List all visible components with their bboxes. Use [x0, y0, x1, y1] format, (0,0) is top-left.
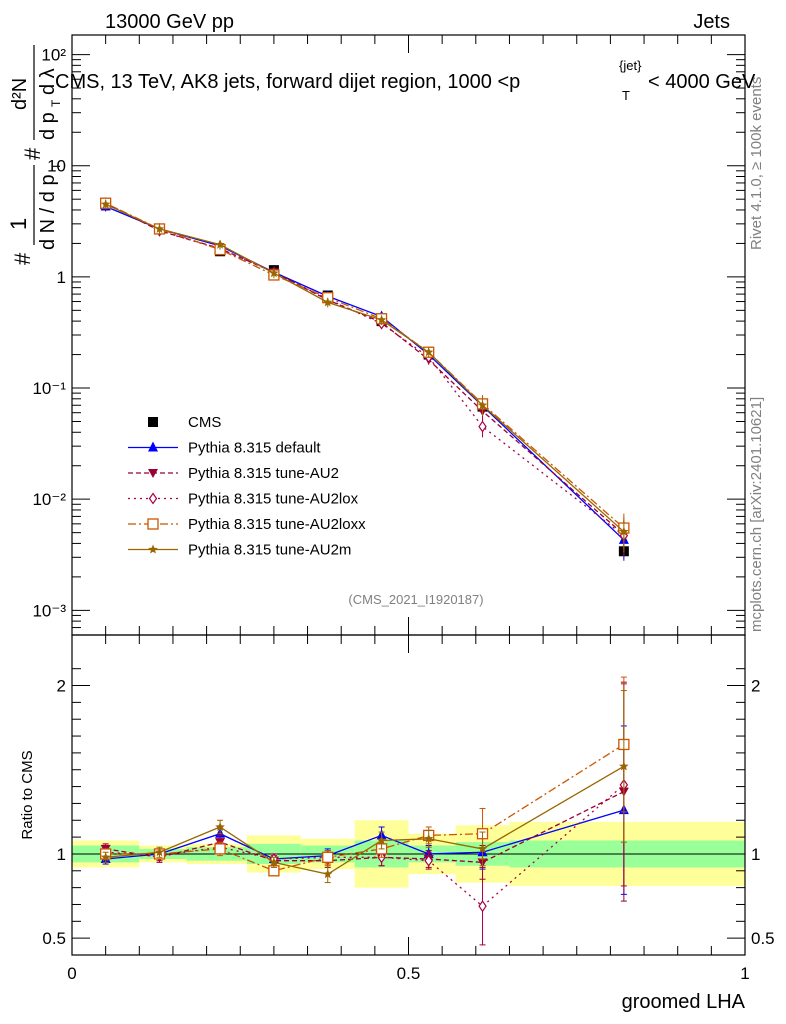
- svg-text:d²N: d²N: [9, 78, 31, 110]
- legend-label: Pythia 8.315 tune-AU2lox: [188, 491, 359, 508]
- legend: CMS Pythia 8.315 default Pythia 8.315 tune…: [128, 414, 366, 559]
- legend-marker: [148, 544, 158, 554]
- ratio-panel: 0.5 0.51 12 20 0.5 1: [42, 634, 775, 983]
- main-frame: [71, 34, 746, 636]
- svg-text:T: T: [49, 99, 63, 107]
- legend-label: Pythia 8.315 default: [188, 440, 321, 457]
- y-tick-label: 10⁻¹: [32, 379, 66, 398]
- ratio-point-au2m: [376, 835, 387, 845]
- ratio-series-au2m: [100, 690, 629, 884]
- ratio-point-au2m: [619, 761, 629, 771]
- y-tick-label: 10⁻²: [32, 490, 66, 509]
- series-line-default: [105, 205, 625, 541]
- series-line-au2m: [105, 203, 625, 533]
- svg-text:#: #: [20, 147, 45, 160]
- data-point-au2m: [154, 223, 165, 233]
- ratio-point-au2m: [215, 822, 225, 831]
- legend-entry-au2lox: Pythia 8.315 tune-AU2lox: [128, 491, 359, 508]
- data-point-au2m: [269, 268, 279, 278]
- y-tick-label: 10⁻³: [32, 601, 66, 620]
- data-point-au2m: [323, 297, 333, 307]
- ratio-point-au2m: [477, 843, 488, 853]
- x-tick-label: 0: [67, 964, 76, 983]
- series-cms: [100, 199, 629, 557]
- ratio-point-au2m: [269, 857, 279, 867]
- ratio-point-au2lox: [424, 854, 433, 867]
- legend-entry-default: Pythia 8.315 default: [128, 440, 321, 457]
- data-point-au2m: [215, 239, 225, 249]
- ratio-point-au2loxx: [322, 851, 334, 863]
- analysis-watermark: (CMS_2021_I1920187): [348, 592, 483, 607]
- ratio-point-au2m: [154, 847, 165, 857]
- series-au2loxx: [100, 197, 630, 549]
- svg-text:T: T: [49, 162, 63, 170]
- legend-label: Pythia 8.315 tune-AU2loxx: [188, 516, 366, 533]
- legend-marker: [148, 492, 158, 505]
- legend-entry-au2m: Pythia 8.315 tune-AU2m: [128, 542, 351, 559]
- data-point-au2m: [376, 314, 387, 324]
- legend-entry-cms: CMS: [148, 414, 221, 431]
- ratio-line-au2lox: [105, 784, 625, 908]
- legend-marker: [148, 469, 158, 478]
- rivet-label: Rivet 4.1.0, ≥ 100k events: [748, 77, 765, 250]
- title-superscript: {jet}: [619, 58, 642, 73]
- data-point-au2m: [423, 347, 434, 357]
- ratio-y-tick-label: 0.5: [42, 929, 66, 948]
- legend-marker: [148, 417, 158, 427]
- svg-text:d N / d p: d N / d p: [37, 174, 59, 250]
- data-point-au2m: [100, 199, 111, 209]
- legend-entry-au2: Pythia 8.315 tune-AU2: [128, 465, 339, 482]
- main-ylabel: # 1 d N / d p T # d²N d p T d λ: [6, 45, 63, 265]
- svg-text:d p: d p: [37, 112, 59, 140]
- series-au2m: [100, 199, 629, 553]
- series-au2lox: [101, 197, 629, 557]
- ratio-point-au2m: [100, 852, 111, 862]
- mcplots-label: mcplots.cern.ch [arXiv:2401.10621]: [748, 397, 765, 632]
- x-tick-label: 0.5: [397, 964, 421, 983]
- data-point-au2m: [477, 400, 488, 410]
- y-tick-label: 10²: [41, 46, 66, 65]
- ratio-y-tick-label: 2: [57, 677, 66, 696]
- y-tick-label: 10: [47, 157, 66, 176]
- series-line-au2lox: [105, 202, 625, 537]
- svg-text:1: 1: [6, 218, 31, 230]
- header-left-label: 13000 GeV pp: [105, 11, 234, 33]
- legend-label: Pythia 8.315 tune-AU2m: [188, 542, 351, 559]
- data-point-au2m: [619, 526, 629, 536]
- ratio-point-au2loxx: [214, 843, 226, 855]
- ratio-y-tick-label-right: 1: [751, 845, 760, 864]
- title-main: CMS, 13 TeV, AK8 jets, forward dijet reg…: [55, 71, 520, 93]
- ratio-series-au2lox: [101, 683, 629, 946]
- series-line-au2loxx: [105, 202, 625, 529]
- header-right-label: Jets: [693, 11, 730, 33]
- title-subscript: T: [622, 88, 630, 103]
- svg-text:d λ: d λ: [37, 68, 59, 95]
- ratio-point-au2lox: [478, 900, 487, 913]
- ratio-ylabel: Ratio to CMS: [19, 750, 36, 839]
- main-panel: CMS Pythia 8.315 default Pythia 8.315 tune…: [32, 34, 746, 636]
- ratio-y-tick-label: 1: [57, 845, 66, 864]
- x-tick-label: 1: [740, 964, 749, 983]
- data-point-au2lox: [478, 420, 487, 433]
- ratio-y-tick-label-right: 2: [751, 677, 760, 696]
- legend-label: Pythia 8.315 tune-AU2: [188, 465, 339, 482]
- chart-title: CMS, 13 TeV, AK8 jets, forward dijet reg…: [55, 58, 756, 103]
- xlabel: groomed LHA: [622, 991, 746, 1013]
- ratio-y-tick-label-right: 0.5: [751, 929, 775, 948]
- legend-label: CMS: [188, 414, 221, 431]
- series-default: [100, 200, 629, 561]
- svg-text:#: #: [10, 252, 35, 265]
- title-tail: < 4000 GeV: [648, 71, 756, 93]
- ratio-point-au2m: [423, 833, 434, 843]
- series-au2: [100, 198, 629, 556]
- legend-entry-au2loxx: Pythia 8.315 tune-AU2loxx: [128, 516, 366, 533]
- series-line-au2: [105, 202, 625, 536]
- legend-marker: [147, 518, 159, 530]
- ratio-point-au2m: [323, 869, 333, 879]
- legend-marker: [148, 441, 158, 452]
- y-tick-label: 1: [57, 268, 66, 287]
- ratio-frame: [71, 634, 746, 956]
